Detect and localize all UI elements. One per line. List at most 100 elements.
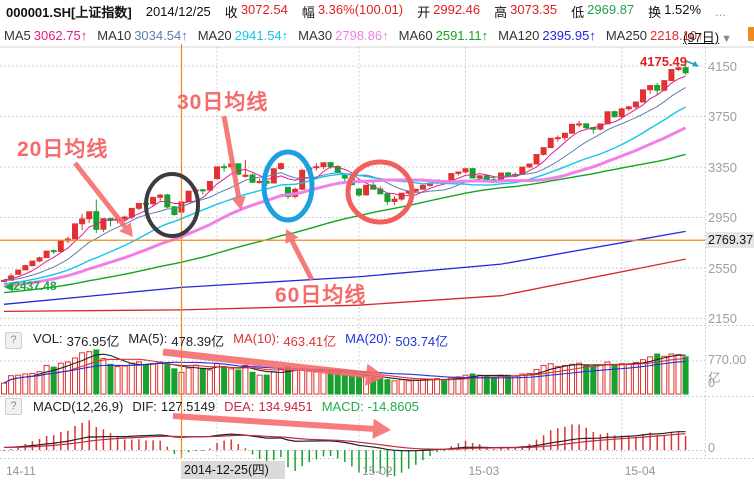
volume-bar	[256, 374, 263, 395]
macd-zero-label: 0	[708, 441, 715, 455]
macd-histogram-bar	[514, 448, 516, 450]
macd-histogram-bar	[386, 450, 389, 477]
candle-body	[625, 106, 632, 110]
macd-histogram-bar	[237, 443, 240, 450]
candle-body	[341, 174, 348, 179]
volume-bar	[391, 380, 398, 395]
candle-body	[277, 163, 284, 170]
macd-histogram-bar	[187, 450, 190, 453]
help-icon[interactable]: ?	[5, 398, 22, 415]
volume-bar	[249, 371, 256, 395]
volume-zero-label: 0	[708, 376, 715, 390]
volume-bar	[121, 365, 128, 395]
volume-bar	[100, 358, 107, 395]
macd-histogram-bar	[400, 450, 403, 473]
annotation-arrow-ma20-head	[119, 222, 133, 237]
volume-bar	[334, 372, 341, 395]
macd-histogram-bar	[17, 446, 19, 450]
macd-histogram-bar	[145, 440, 147, 450]
volume-bar	[526, 372, 533, 395]
volume-bar	[412, 379, 419, 395]
candle-body	[604, 111, 611, 125]
macd-histogram-bar	[429, 450, 431, 457]
macd-histogram-bar	[628, 436, 630, 450]
candle-body	[299, 169, 306, 190]
volume-bar	[462, 374, 469, 395]
annotation-circle-blue	[261, 149, 315, 223]
macd-histogram-bar	[81, 422, 83, 450]
volume-bar	[277, 368, 284, 395]
ma-legend-item: MA60 2591.11↑	[398, 28, 489, 43]
help-icon[interactable]: ?	[5, 332, 22, 349]
volume-bar	[29, 372, 36, 395]
ma-line	[3, 431, 686, 452]
volume-bar	[86, 351, 93, 395]
candle-body	[313, 166, 320, 169]
macd-histogram-bar	[336, 450, 339, 459]
ma-line	[3, 153, 686, 294]
macd-histogram-bar	[471, 443, 474, 450]
volume-bar	[292, 370, 299, 395]
volume-bar	[576, 362, 583, 395]
indicator-legend-item: MA(10): 463.41亿	[233, 331, 337, 349]
volume-bar	[299, 368, 306, 395]
candle-body	[157, 194, 164, 198]
candle-body	[419, 184, 426, 190]
volume-bar	[72, 357, 78, 395]
macd-histogram-bar	[549, 430, 552, 450]
volume-bar	[192, 364, 199, 395]
volume-bar	[512, 375, 519, 395]
volume-bar	[263, 374, 270, 395]
volume-bar	[79, 352, 86, 395]
macd-histogram-bar	[635, 436, 637, 450]
macd-histogram-bar	[52, 435, 55, 450]
macd-histogram-bar	[244, 448, 247, 450]
macd-histogram-bar	[294, 450, 296, 471]
macd-histogram-bar	[393, 450, 396, 477]
period-dropdown[interactable]: (97日) ▼	[683, 27, 732, 46]
volume-bar	[348, 375, 355, 395]
period-label[interactable]: (97日)	[682, 30, 720, 45]
candle-body	[285, 186, 291, 198]
macd-histogram-bar	[10, 449, 12, 451]
candle-body	[256, 180, 263, 183]
macd-histogram-bar	[123, 439, 126, 450]
candle-body	[320, 162, 327, 168]
candle-body	[22, 265, 29, 271]
annotation-ma20: 20日均线	[17, 138, 109, 161]
macd-histogram-bar	[372, 450, 374, 473]
candle-body	[618, 108, 625, 118]
annotation-arrow-ma60	[289, 239, 315, 282]
ma-line	[3, 258, 686, 313]
candle-body	[611, 111, 618, 118]
candle-body	[327, 162, 334, 168]
macd-histogram-bar	[344, 450, 346, 462]
candle-body	[505, 172, 512, 176]
volume-bar	[199, 367, 206, 395]
annotation-arrow-ma20	[73, 161, 127, 229]
volume-bar	[157, 361, 164, 395]
volume-bar	[398, 379, 405, 395]
volume-bar	[50, 366, 57, 395]
macd-histogram-bar	[223, 440, 225, 450]
volume-bar	[313, 371, 320, 395]
volume-bar	[540, 364, 547, 395]
macd-histogram-bar	[88, 420, 90, 450]
macd-histogram-bar	[351, 450, 353, 467]
macd-histogram-bar	[173, 450, 176, 455]
macd-histogram-bar	[606, 432, 609, 450]
volume-panel-header: ? VOL: 376.95亿 MA(5): 478.39亿 MA(10): 463.41亿…	[5, 331, 448, 350]
annotation-arrow-volume-head	[364, 363, 386, 386]
ma-legend-item: MA30 2798.86↑	[298, 28, 389, 43]
candle-body	[36, 257, 43, 262]
candle-body	[363, 184, 370, 196]
volume-bar	[1, 382, 7, 395]
candle-body	[675, 67, 682, 70]
chevron-down-icon[interactable]: ▼	[721, 33, 732, 45]
crosshair-date-tag: 2014-12-25(四)	[181, 461, 285, 479]
volume-bar	[384, 379, 391, 395]
annotation-arrow-macd	[172, 413, 374, 432]
candle-body	[214, 166, 220, 180]
candle-body	[647, 85, 654, 91]
